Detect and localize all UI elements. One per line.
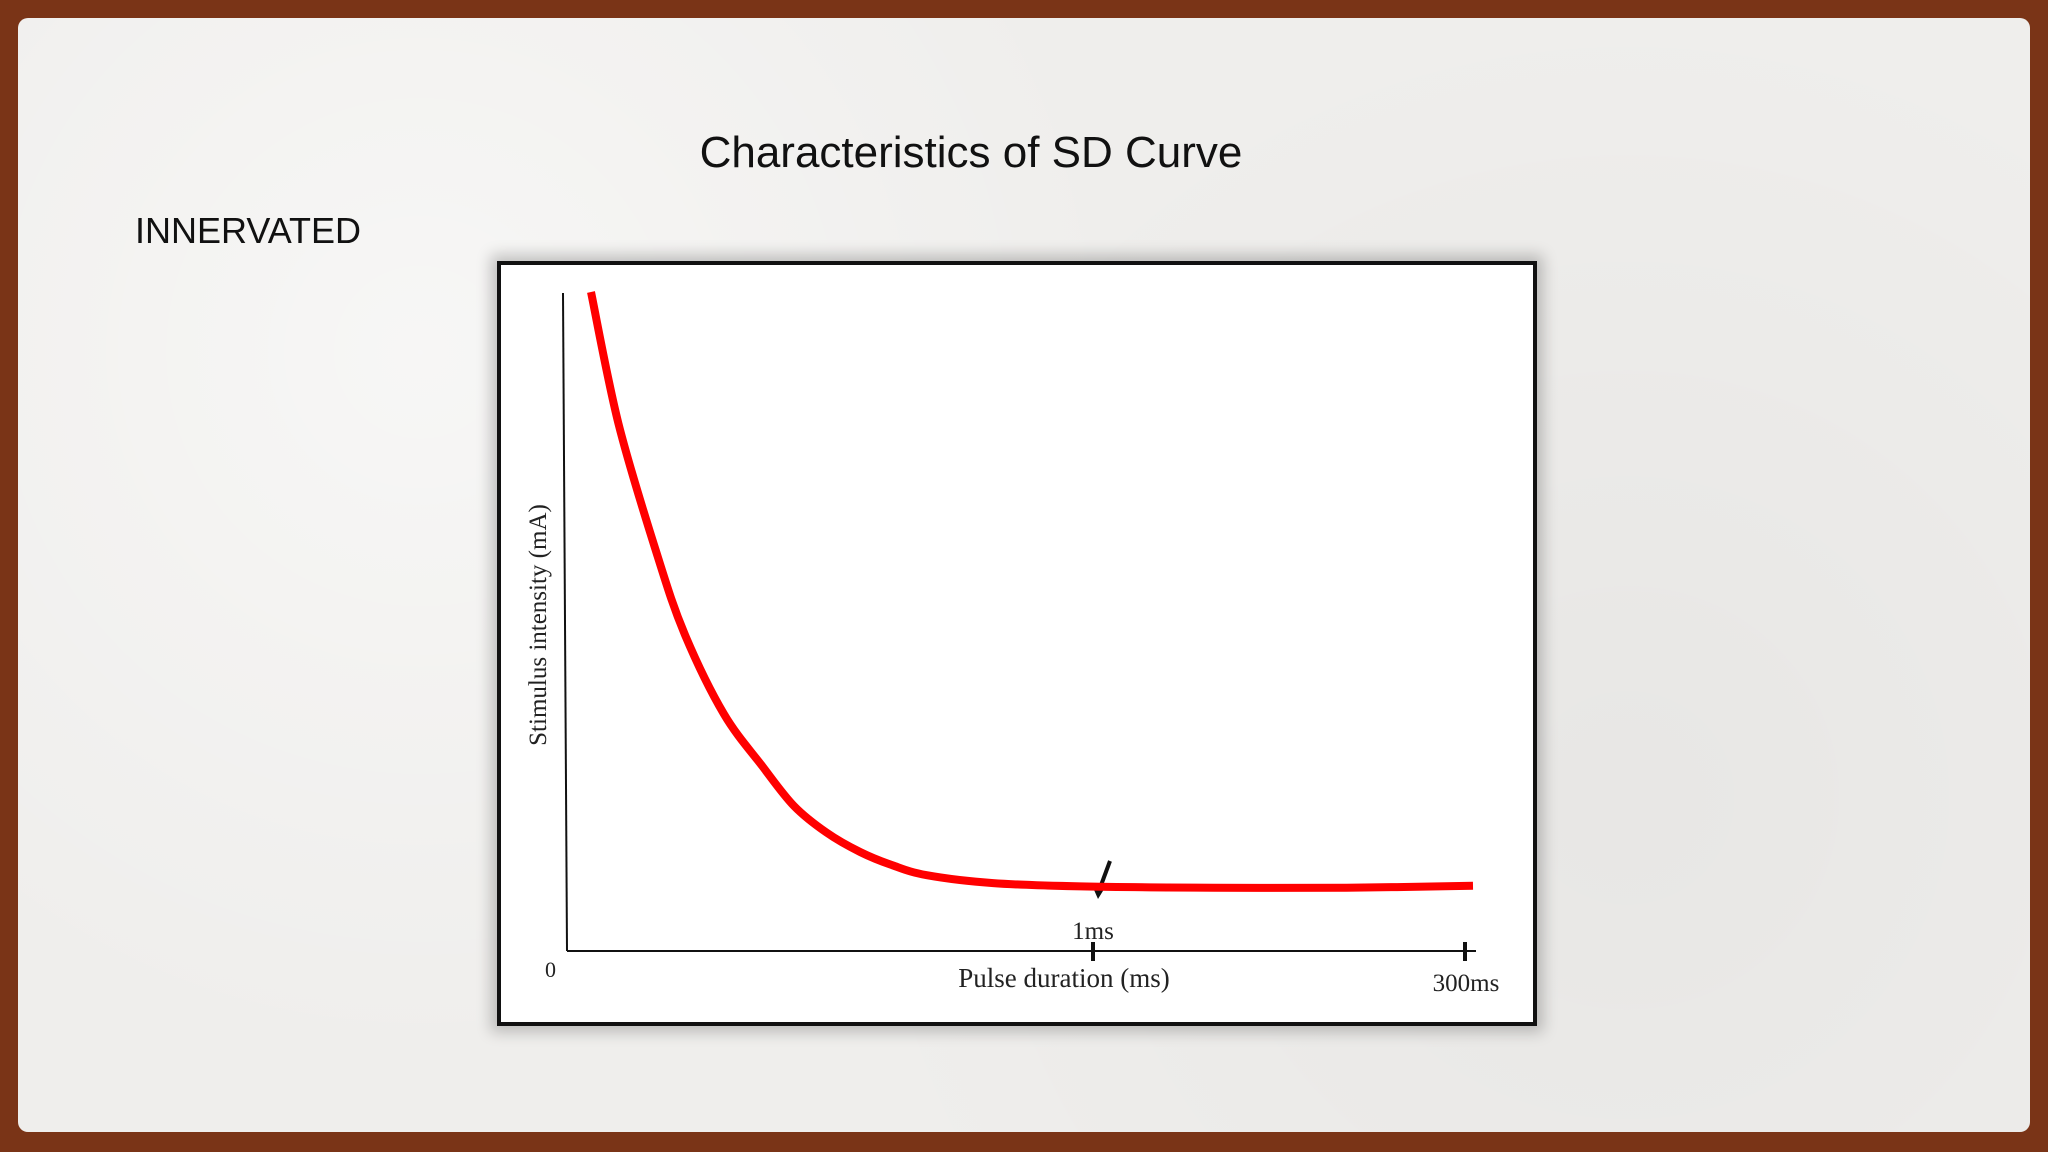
slide: Characteristics of SD Curve INNERVATED 0…: [18, 18, 2030, 1132]
sd-curve-line: [587, 291, 1474, 892]
sd-curve-chart: 0 Stimulus intensity (mA) Pulse duration…: [525, 291, 1500, 997]
origin-label: 0: [545, 957, 556, 982]
x-axis-label: Pulse duration (ms): [958, 963, 1169, 993]
slide-subtitle: INNERVATED: [135, 210, 362, 251]
slide-title: Characteristics of SD Curve: [699, 128, 1243, 177]
x-tick-label-1ms: 1ms: [1072, 918, 1114, 945]
y-axis: [562, 292, 568, 952]
y-axis-label: Stimulus intensity (mA): [525, 504, 552, 746]
annotation-arrow: [1091, 860, 1112, 899]
x-tick-label-300ms: 300ms: [1433, 970, 1500, 997]
chart-frame: 0 Stimulus intensity (mA) Pulse duration…: [497, 261, 1537, 1026]
